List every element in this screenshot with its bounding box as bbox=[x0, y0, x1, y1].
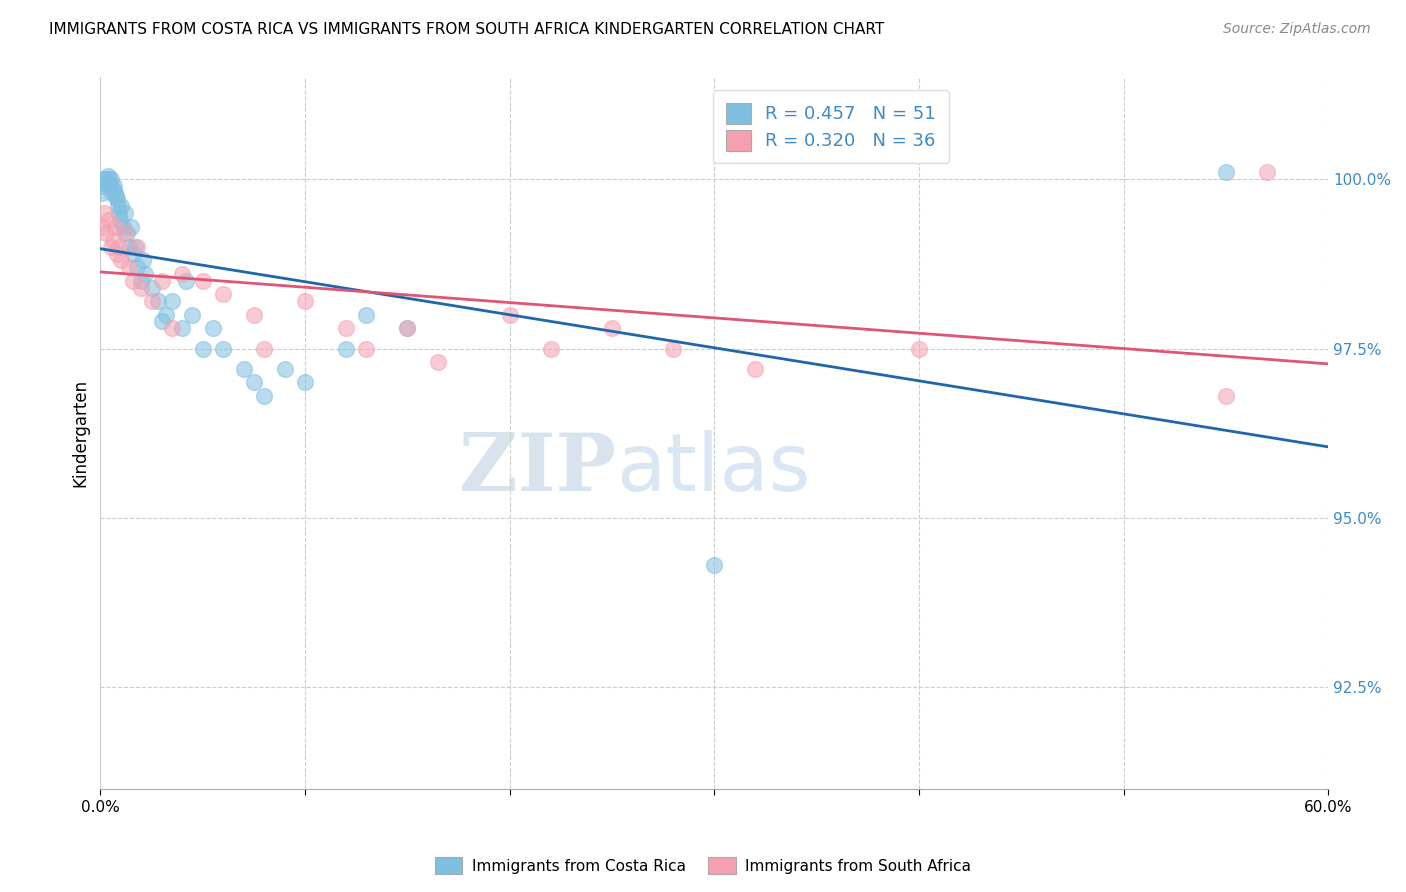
Point bbox=[104, 189, 127, 203]
Point bbox=[427, 355, 450, 369]
Point bbox=[105, 193, 128, 207]
Point bbox=[96, 227, 118, 241]
Point bbox=[191, 342, 214, 356]
Point bbox=[212, 287, 235, 301]
Point bbox=[1215, 389, 1237, 403]
Point bbox=[111, 219, 134, 234]
Point bbox=[335, 342, 357, 356]
Point bbox=[107, 206, 129, 220]
Point bbox=[101, 182, 124, 196]
Point bbox=[120, 219, 142, 234]
Text: IMMIGRANTS FROM COSTA RICA VS IMMIGRANTS FROM SOUTH AFRICA KINDERGARTEN CORRELAT: IMMIGRANTS FROM COSTA RICA VS IMMIGRANTS… bbox=[49, 22, 884, 37]
Point bbox=[150, 314, 173, 328]
Point bbox=[100, 240, 122, 254]
Point bbox=[356, 342, 378, 356]
Point bbox=[96, 172, 118, 186]
Point bbox=[150, 274, 173, 288]
Point bbox=[540, 342, 562, 356]
Point bbox=[114, 206, 136, 220]
Point bbox=[396, 321, 419, 335]
Point bbox=[160, 294, 183, 309]
Point bbox=[134, 267, 156, 281]
Point bbox=[122, 246, 145, 260]
Point bbox=[212, 342, 235, 356]
Point bbox=[1256, 165, 1278, 179]
Point bbox=[243, 308, 266, 322]
Point bbox=[110, 199, 132, 213]
Point bbox=[91, 219, 114, 234]
Point bbox=[96, 169, 118, 183]
Text: ZIP: ZIP bbox=[458, 430, 616, 508]
Point bbox=[129, 274, 152, 288]
Point bbox=[908, 342, 931, 356]
Point bbox=[97, 172, 120, 186]
Point bbox=[115, 227, 138, 241]
Point bbox=[103, 178, 125, 193]
Point bbox=[104, 219, 127, 234]
Point bbox=[91, 186, 114, 200]
Point bbox=[94, 176, 117, 190]
Point bbox=[172, 321, 194, 335]
Point bbox=[132, 253, 155, 268]
Point bbox=[129, 280, 152, 294]
Point bbox=[356, 308, 378, 322]
Point bbox=[141, 294, 163, 309]
Point bbox=[127, 240, 149, 254]
Point bbox=[273, 362, 295, 376]
Point bbox=[118, 240, 141, 254]
Point bbox=[104, 186, 127, 200]
Point bbox=[662, 342, 685, 356]
Point bbox=[127, 260, 149, 275]
Point bbox=[243, 376, 266, 390]
Point bbox=[141, 280, 163, 294]
Point bbox=[600, 321, 623, 335]
Point bbox=[114, 227, 136, 241]
Point bbox=[97, 212, 120, 227]
Point bbox=[294, 376, 316, 390]
Point bbox=[253, 389, 276, 403]
Point bbox=[160, 321, 183, 335]
Point bbox=[107, 199, 129, 213]
Point bbox=[176, 274, 198, 288]
Point bbox=[98, 178, 121, 193]
Point bbox=[107, 240, 129, 254]
Text: atlas: atlas bbox=[616, 430, 810, 508]
Point bbox=[105, 246, 128, 260]
Point bbox=[201, 321, 224, 335]
Point bbox=[335, 321, 357, 335]
Point bbox=[101, 233, 124, 247]
Point bbox=[110, 253, 132, 268]
Legend: R = 0.457   N = 51, R = 0.320   N = 36: R = 0.457 N = 51, R = 0.320 N = 36 bbox=[713, 90, 949, 163]
Point bbox=[744, 362, 766, 376]
Point bbox=[396, 321, 419, 335]
Point bbox=[93, 172, 115, 186]
Point bbox=[124, 240, 146, 254]
Point bbox=[253, 342, 276, 356]
Text: Source: ZipAtlas.com: Source: ZipAtlas.com bbox=[1223, 22, 1371, 37]
Point bbox=[181, 308, 204, 322]
Point bbox=[294, 294, 316, 309]
Point bbox=[498, 308, 520, 322]
Point bbox=[703, 558, 725, 573]
Point bbox=[172, 267, 194, 281]
Point bbox=[122, 274, 145, 288]
Legend: Immigrants from Costa Rica, Immigrants from South Africa: Immigrants from Costa Rica, Immigrants f… bbox=[429, 851, 977, 880]
Point bbox=[1215, 165, 1237, 179]
Point bbox=[155, 308, 177, 322]
Point bbox=[232, 362, 254, 376]
Point bbox=[100, 186, 122, 200]
Point bbox=[146, 294, 169, 309]
Point bbox=[100, 172, 122, 186]
Point bbox=[93, 178, 115, 193]
Point bbox=[118, 260, 141, 275]
Point bbox=[191, 274, 214, 288]
Point bbox=[93, 206, 115, 220]
Point bbox=[108, 212, 131, 227]
Y-axis label: Kindergarten: Kindergarten bbox=[72, 379, 89, 487]
